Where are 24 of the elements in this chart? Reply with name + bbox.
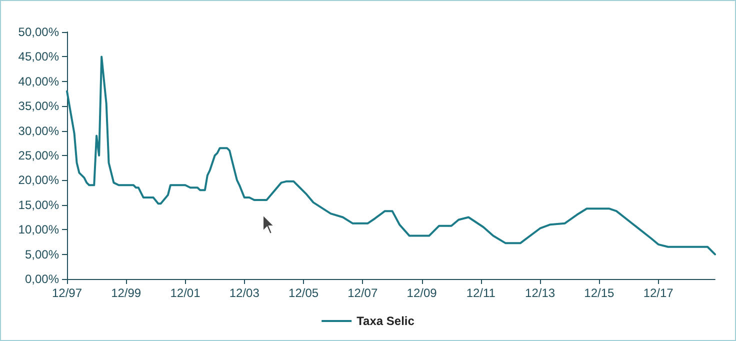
line-series <box>66 56 716 256</box>
x-tick-label: 12/97 <box>52 286 82 300</box>
y-tick-label: 35,00% <box>18 99 60 114</box>
x-tick-label: 12/99 <box>111 286 142 300</box>
y-tick-label: 0,00% <box>24 272 60 286</box>
x-tick-label: 12/11 <box>466 286 496 300</box>
y-tick-label: 50,00% <box>18 25 60 39</box>
x-tick-label: 12/01 <box>170 286 201 300</box>
y-tick-label: 15,00% <box>18 198 60 212</box>
y-tick-label: 45,00% <box>18 50 60 64</box>
y-tick-label: 30,00% <box>18 124 60 138</box>
x-tick-label: 12/15 <box>584 286 614 300</box>
x-tick-label: 12/03 <box>229 286 260 300</box>
y-tick-label: 10,00% <box>18 222 60 237</box>
x-tick-label: 12/05 <box>288 286 319 300</box>
x-tick-label: 12/09 <box>406 286 438 300</box>
x-tick-label: 12/07 <box>348 286 378 300</box>
y-tick-label: 25,00% <box>18 148 60 162</box>
y-tick-label: 5,00% <box>24 247 60 262</box>
x-tick-label: 12/17 <box>643 286 674 300</box>
y-tick-label: 40,00% <box>18 74 60 88</box>
y-tick-label: 20,00% <box>18 173 60 188</box>
x-tick-label: 12/13 <box>525 286 556 300</box>
legend-label: Taxa Selic <box>356 314 415 328</box>
